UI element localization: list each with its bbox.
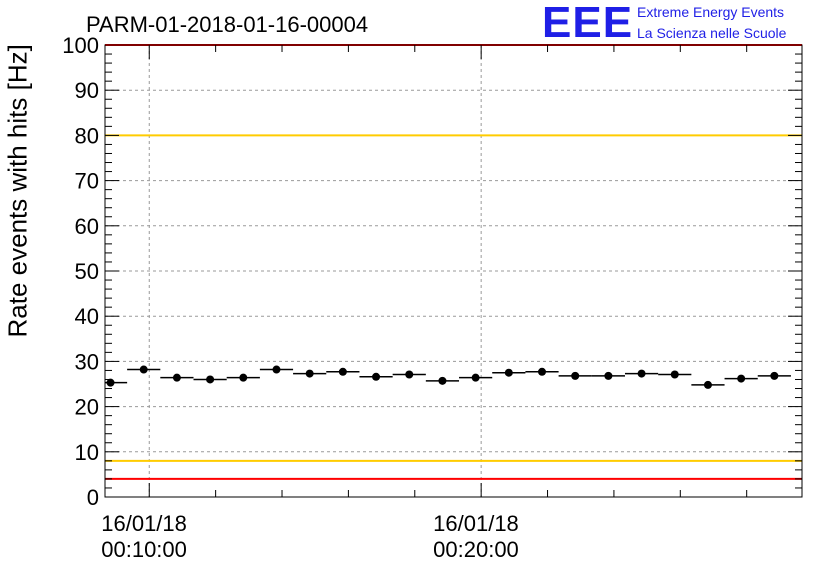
y-tick-label: 70 [75,169,99,194]
data-point [737,374,746,383]
data-point [770,371,779,380]
data-point [239,373,248,382]
data-point [670,370,679,379]
data-point [272,365,281,374]
data-point [305,369,314,378]
data-point [206,375,215,384]
logo-subtitle-line1: Extreme Energy Events [637,4,785,20]
data-point [538,367,547,376]
x-tick-label-date: 16/01/18 [101,511,187,536]
y-tick-labels: 0 10 20 30 40 50 60 70 80 90 100 [62,33,99,510]
data-point [372,372,381,381]
data-point [172,373,181,382]
x-tick-label-date: 16/01/18 [433,511,519,536]
data-point [471,373,480,382]
data-point [604,371,613,380]
data-point [338,367,347,376]
axis-ticks [105,44,802,498]
y-tick-label: 20 [75,395,99,420]
data-point [637,369,646,378]
y-tick-label: 100 [62,33,99,58]
y-tick-label: 30 [75,349,99,374]
data-point [703,380,712,389]
eee-logo: EEE [542,0,634,47]
reference-lines [105,44,802,480]
data-points [105,365,791,389]
data-point [405,370,414,379]
chart-title: PARM-01-2018-01-16-00004 [86,12,369,37]
data-point [571,371,580,380]
grid-lines [105,45,802,497]
y-tick-label: 40 [75,304,99,329]
data-point [106,378,115,387]
y-tick-label: 90 [75,78,99,103]
data-point [504,368,513,377]
x-tick-label-time: 00:10:00 [101,537,187,562]
y-tick-label: 80 [75,123,99,148]
y-tick-label: 10 [75,440,99,465]
y-axis-label: Rate events with hits [Hz] [2,44,33,338]
y-tick-label: 0 [87,485,99,510]
x-tick-label-time: 00:20:00 [433,537,519,562]
logo-subtitle-line2: La Scienza nelle Scuole [637,25,787,41]
data-point [139,365,148,374]
y-tick-label: 60 [75,214,99,239]
y-tick-label: 50 [75,259,99,284]
data-point [438,376,447,385]
